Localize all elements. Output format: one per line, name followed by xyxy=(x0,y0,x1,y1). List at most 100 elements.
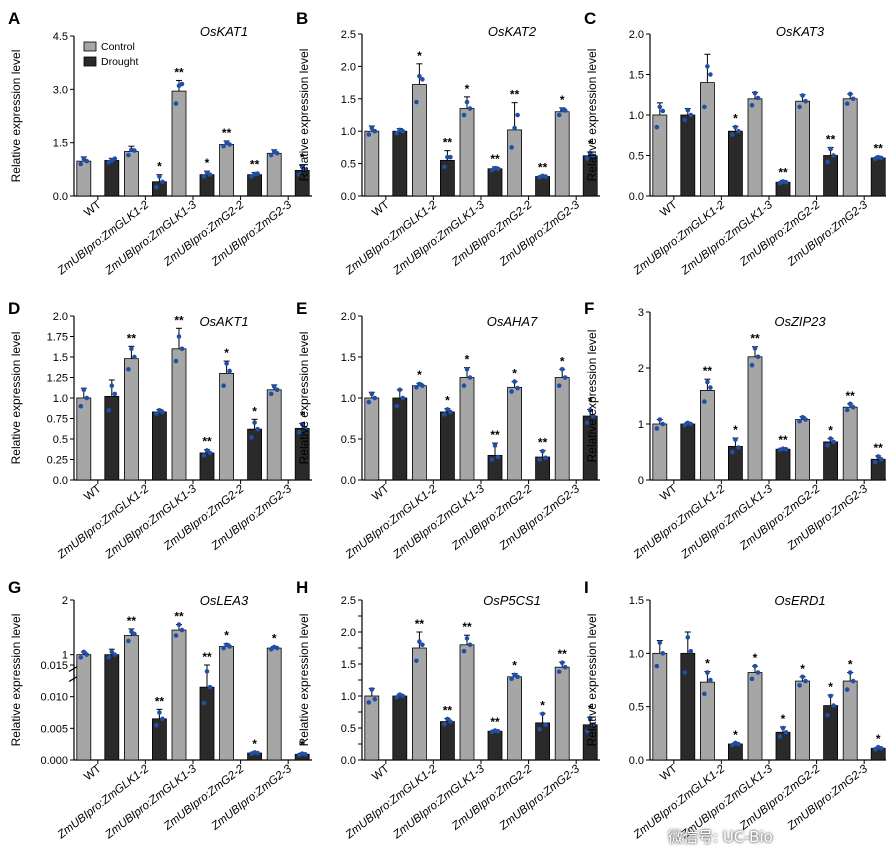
significance-label: * xyxy=(733,111,738,125)
data-point xyxy=(157,174,162,179)
data-point xyxy=(274,387,280,393)
bar-control xyxy=(842,98,858,197)
data-point xyxy=(705,379,710,385)
data-point xyxy=(749,676,755,682)
bar-control xyxy=(459,108,475,197)
data-point xyxy=(537,457,542,462)
data-point xyxy=(442,412,447,417)
significance-label: * xyxy=(588,702,593,716)
bar-drought xyxy=(680,423,696,481)
data-point xyxy=(540,449,545,454)
bar-drought xyxy=(680,114,696,197)
significance-label: ** xyxy=(155,694,165,708)
data-point xyxy=(736,445,741,450)
bar-control xyxy=(507,676,523,761)
data-point xyxy=(515,112,520,118)
data-point xyxy=(132,148,137,153)
data-point xyxy=(702,104,707,110)
data-point xyxy=(755,354,761,360)
data-point xyxy=(420,642,425,648)
data-point xyxy=(736,128,741,134)
data-point xyxy=(587,408,593,413)
y-tick-label: 0.5 xyxy=(341,434,356,446)
significance-label: ** xyxy=(874,141,884,155)
data-point xyxy=(682,670,688,675)
data-point xyxy=(562,664,568,670)
data-point xyxy=(467,375,473,380)
significance-label: * xyxy=(512,367,517,381)
data-point xyxy=(850,404,856,410)
y-tick-label: 0.0 xyxy=(53,191,68,203)
y-tick-label: 0.0 xyxy=(341,475,356,487)
data-point xyxy=(369,687,375,692)
data-point xyxy=(106,408,112,413)
significance-label: ** xyxy=(462,620,472,634)
data-point xyxy=(797,418,802,424)
x-tick-label: WT xyxy=(370,483,391,503)
data-point xyxy=(556,669,562,674)
data-point xyxy=(302,752,308,757)
data-point xyxy=(875,454,881,459)
data-point xyxy=(654,663,660,669)
panel-b: B OsKAT2 Relative expression level 0.0 0.5 1.… xyxy=(296,9,600,278)
y-tick-label: 1.5 xyxy=(341,94,356,106)
bar-control xyxy=(842,406,858,481)
y-tick-label: 0.015 xyxy=(40,660,68,672)
significance-label: ** xyxy=(127,614,137,628)
data-point xyxy=(797,683,802,688)
data-point xyxy=(702,399,707,404)
data-point xyxy=(400,395,406,401)
data-point xyxy=(448,719,453,724)
data-point xyxy=(515,674,520,680)
significance-label: * xyxy=(224,346,229,360)
x-tick-label: ZmUBIpro:ZmG2-2 xyxy=(737,483,823,554)
panel-letter: E xyxy=(296,299,307,318)
data-point xyxy=(268,152,274,158)
bar-control xyxy=(364,397,380,481)
data-point xyxy=(369,391,375,397)
data-point xyxy=(783,729,789,735)
data-point xyxy=(369,125,375,131)
data-point xyxy=(221,143,226,149)
data-point xyxy=(749,362,755,368)
data-point xyxy=(255,171,260,176)
y-tick-label: 0.000 xyxy=(40,755,68,767)
significance-label: * xyxy=(417,49,422,63)
significance-label: * xyxy=(445,394,450,408)
data-point xyxy=(442,721,447,727)
x-tick-label: ZmUBIpro:ZmGLK1-3 xyxy=(391,483,488,562)
data-point xyxy=(831,439,836,445)
significance-label: ** xyxy=(202,650,212,664)
panel-c: C OsKAT3 Relative expression level 0.0 0.5 1.… xyxy=(584,9,886,278)
x-tick-label: ZmUBIpro:ZmG2-2 xyxy=(449,199,535,270)
data-point xyxy=(559,660,565,666)
data-point xyxy=(126,367,131,372)
data-point xyxy=(495,454,501,460)
x-tick-label: ZmUBIpro:ZmG2-3 xyxy=(497,199,583,270)
panel-letter: C xyxy=(584,9,596,28)
data-point xyxy=(850,678,856,684)
bar-control xyxy=(554,666,570,761)
significance-label: ** xyxy=(490,715,500,729)
bar-control xyxy=(266,389,282,481)
bar-drought xyxy=(487,168,503,197)
data-point xyxy=(755,95,761,101)
legend-swatch-control xyxy=(83,41,97,52)
significance-label: * xyxy=(300,150,305,164)
bar-control xyxy=(795,680,810,761)
data-point xyxy=(372,696,378,702)
x-tick-label: ZmUBIpro:ZmG2-2 xyxy=(161,483,247,554)
chart-title: OsP5CS1 xyxy=(483,593,541,608)
data-point xyxy=(201,453,207,458)
data-point xyxy=(752,90,758,96)
data-point xyxy=(844,687,850,692)
bar-drought xyxy=(535,176,550,197)
y-tick-label: 0.75 xyxy=(47,414,68,426)
x-tick-label: ZmUBIpro:ZmG2-2 xyxy=(449,483,535,554)
data-point xyxy=(417,73,422,79)
data-point xyxy=(448,409,453,415)
bar-control xyxy=(747,672,763,761)
data-point xyxy=(126,638,131,644)
panel-d: D OsAKT1 Relative expression level 0.0 0.25 0… xyxy=(8,299,312,562)
data-point xyxy=(749,102,755,108)
